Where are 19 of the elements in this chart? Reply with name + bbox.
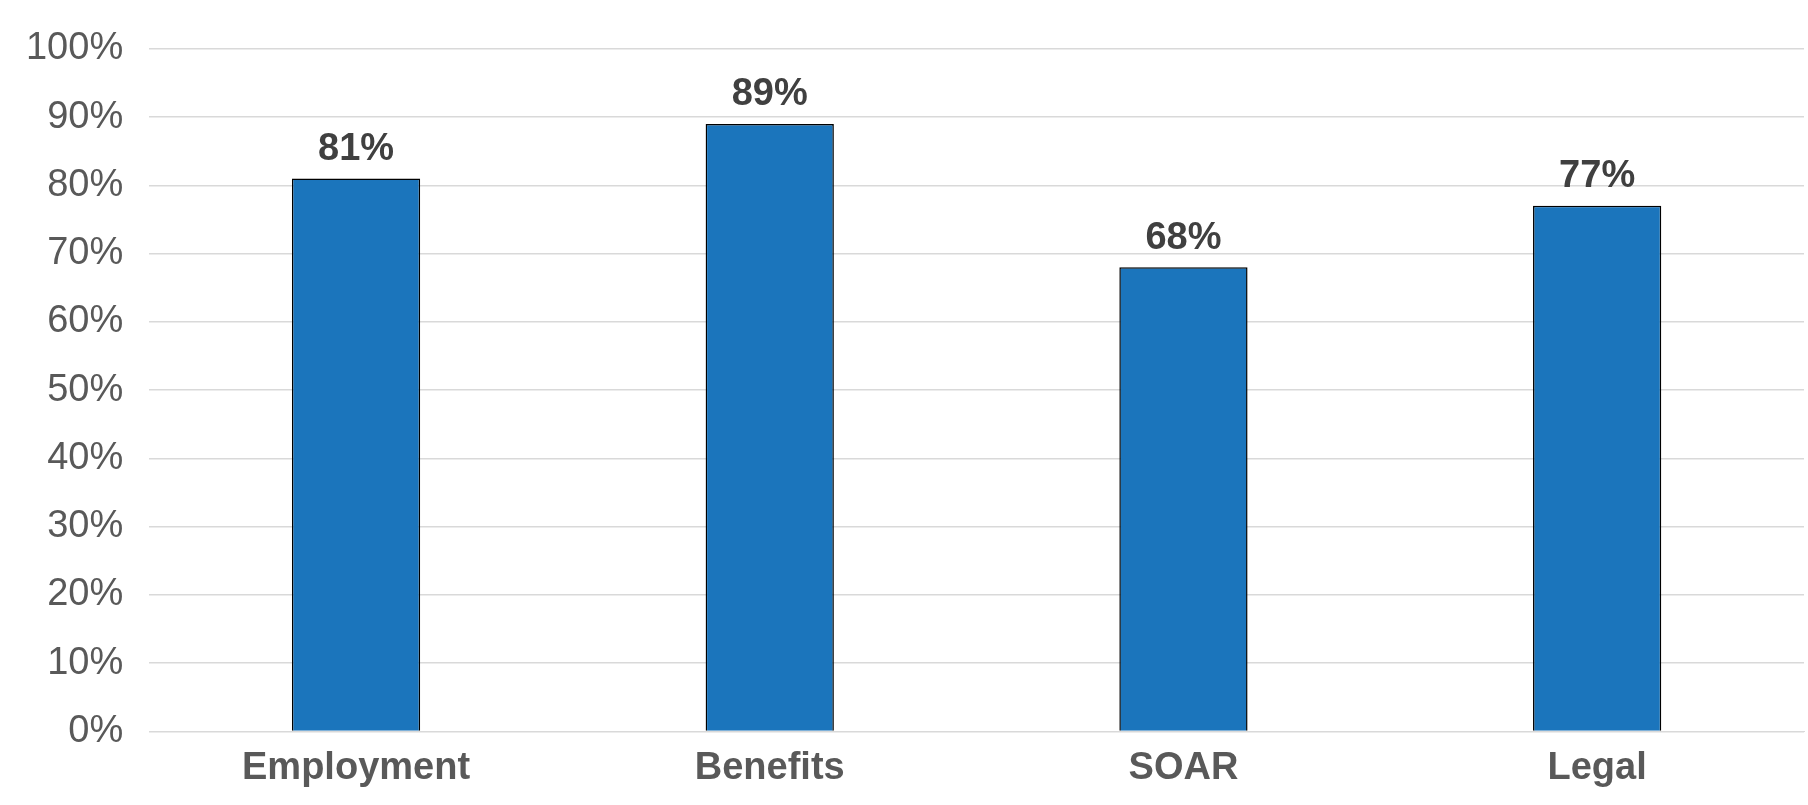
y-tick-label: 70% — [47, 230, 124, 273]
y-tick-label: 50% — [47, 366, 124, 409]
y-tick-label: 60% — [47, 298, 124, 341]
y-tick-label: 30% — [47, 503, 124, 546]
y-tick-label: 80% — [47, 161, 124, 204]
data-label: 89% — [731, 71, 808, 114]
data-label: 81% — [318, 125, 395, 168]
x-tick-label: Employment — [242, 744, 471, 787]
x-tick-label: SOAR — [1128, 744, 1239, 787]
x-tick-label: Benefits — [694, 744, 845, 787]
data-label: 77% — [1559, 153, 1636, 196]
y-tick-label: 90% — [47, 93, 124, 136]
y-tick-label: 100% — [25, 25, 124, 68]
y-tick-label: 10% — [47, 639, 124, 682]
y-tick-label: 40% — [47, 434, 124, 477]
y-tick-label: 0% — [68, 707, 124, 750]
data-label: 68% — [1145, 214, 1222, 257]
y-tick-label: 20% — [47, 571, 124, 614]
x-tick-label: Legal — [1547, 744, 1647, 787]
